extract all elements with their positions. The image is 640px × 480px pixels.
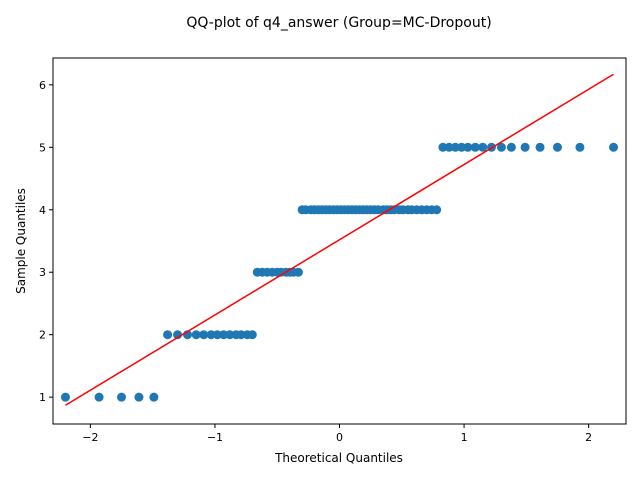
data-point: [506, 142, 516, 152]
data-point: [575, 142, 585, 152]
data-point: [60, 392, 70, 402]
data-point: [94, 392, 104, 402]
data-point: [450, 142, 460, 152]
x-tick-label: −1: [207, 431, 223, 444]
data-point: [444, 142, 454, 152]
data-point: [552, 142, 562, 152]
data-point: [457, 142, 467, 152]
x-axis-title: Theoretical Quantiles: [274, 451, 403, 465]
x-tick-label: 2: [585, 431, 592, 444]
data-point: [438, 142, 448, 152]
data-point: [463, 142, 473, 152]
y-tick-label: 4: [39, 204, 46, 217]
y-tick-label: 2: [39, 329, 46, 342]
data-point: [535, 142, 545, 152]
reference-line: [65, 73, 614, 406]
x-tick-label: 1: [461, 431, 468, 444]
y-tick-label: 3: [39, 266, 46, 279]
y-tick-label: 1: [39, 391, 46, 404]
data-point: [191, 330, 201, 340]
x-tick-label: −2: [82, 431, 98, 444]
data-point: [219, 330, 229, 340]
data-point: [225, 330, 235, 340]
data-point: [496, 142, 506, 152]
data-point: [247, 330, 257, 340]
y-tick-label: 6: [39, 79, 46, 92]
data-point: [478, 142, 488, 152]
data-point: [117, 392, 127, 402]
plot-area: [60, 73, 619, 406]
data-point: [134, 392, 144, 402]
data-point: [293, 267, 303, 277]
x-tick-label: 0: [336, 431, 343, 444]
y-tick-label: 5: [39, 141, 46, 154]
data-point: [520, 142, 530, 152]
x-axis-ticks: −2 −1 0 1 2: [82, 424, 592, 444]
y-axis-title: Sample Quantiles: [14, 188, 28, 294]
data-point: [470, 142, 480, 152]
data-point: [199, 330, 209, 340]
data-point: [149, 392, 159, 402]
data-point: [236, 330, 246, 340]
data-point: [432, 205, 442, 215]
data-point: [206, 330, 216, 340]
chart-title: QQ-plot of q4_answer (Group=MC-Dropout): [186, 15, 491, 31]
data-point: [163, 330, 173, 340]
data-point: [609, 142, 619, 152]
data-point: [212, 330, 222, 340]
y-axis-ticks: 1 2 3 4 5 6: [39, 79, 53, 404]
